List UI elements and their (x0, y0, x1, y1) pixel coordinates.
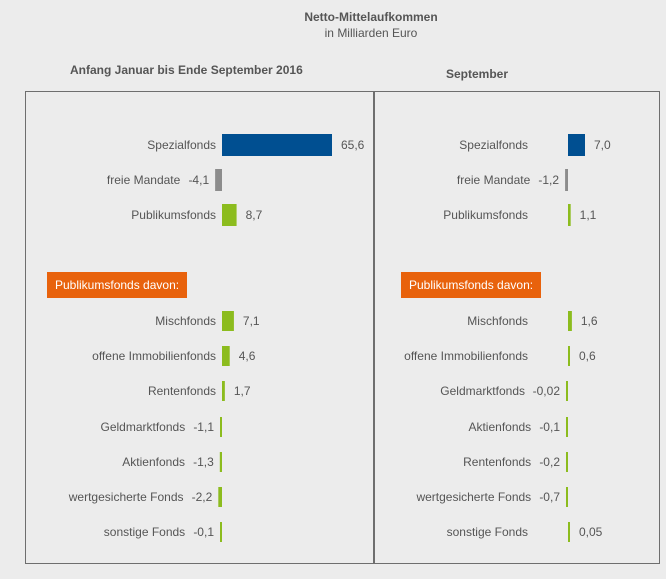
left-label-geldmarktfonds: Geldmarktfonds (100, 420, 185, 434)
right-panel-title: September (446, 67, 509, 81)
left-bar-rentenfonds (222, 381, 225, 401)
right-value-offene-immobilienfonds: 0,6 (579, 349, 596, 363)
left-value-geldmarktfonds: -1,1 (193, 420, 214, 434)
left-value-rentenfonds: 1,7 (234, 384, 251, 398)
right-bar-wertgesicherte-fonds (566, 487, 568, 507)
right-label-aktienfonds: Aktienfonds (468, 420, 531, 434)
left-publikumsfonds-badge: Publikumsfonds davon: (47, 272, 188, 298)
right-bar-freie-mandate (565, 169, 568, 191)
left-bar-wertgesicherte-fonds (218, 487, 222, 507)
left-label-mischfonds: Mischfonds (155, 314, 216, 328)
right-bar-spezialfonds (568, 134, 585, 156)
left-value-mischfonds: 7,1 (243, 314, 260, 328)
right-value-wertgesicherte-fonds: -0,7 (539, 490, 560, 504)
right-label-rentenfonds: Rentenfonds (463, 455, 531, 469)
right-label-sonstige-fonds: sonstige Fonds (447, 525, 528, 539)
right-bar-publikumsfonds (568, 204, 571, 226)
left-bar-mischfonds (222, 311, 234, 331)
right-value-mischfonds: 1,6 (581, 314, 598, 328)
left-label-offene-immobilienfonds: offene Immobilienfonds (92, 349, 216, 363)
right-bar-aktienfonds (566, 417, 568, 437)
right-value-sonstige-fonds: 0,05 (579, 525, 603, 539)
left-chart-panel (25, 91, 375, 564)
left-label-publikumsfonds: Publikumsfonds (131, 208, 216, 222)
right-value-rentenfonds: -0,2 (539, 455, 560, 469)
right-value-spezialfonds: 7,0 (594, 138, 611, 152)
left-bar-offene-immobilienfonds (222, 346, 230, 366)
left-bar-freie-mandate (215, 169, 222, 191)
right-value-aktienfonds: -0,1 (539, 420, 560, 434)
left-value-publikumsfonds: 8,7 (246, 208, 263, 222)
right-bar-rentenfonds (566, 452, 568, 472)
left-value-spezialfonds: 65,6 (341, 138, 365, 152)
left-label-sonstige-fonds: sonstige Fonds (104, 525, 185, 539)
right-publikumsfonds-badge: Publikumsfonds davon: (401, 272, 542, 298)
right-label-offene-immobilienfonds: offene Immobilienfonds (404, 349, 528, 363)
left-bar-spezialfonds (222, 134, 332, 156)
left-panel-title: Anfang Januar bis Ende September 2016 (70, 63, 303, 77)
right-value-freie-mandate: -1,2 (538, 173, 559, 187)
left-bar-aktienfonds (219, 452, 222, 472)
right-label-spezialfonds: Spezialfonds (459, 138, 528, 152)
left-label-wertgesicherte-fonds: wertgesicherte Fonds (68, 490, 184, 504)
right-label-publikumsfonds: Publikumsfonds (443, 208, 528, 222)
right-label-mischfonds: Mischfonds (467, 314, 528, 328)
right-value-geldmarktfonds: -0,02 (533, 384, 561, 398)
left-value-offene-immobilienfonds: 4,6 (239, 349, 256, 363)
left-bar-geldmarktfonds (220, 417, 222, 437)
right-label-freie-mandate: freie Mandate (457, 173, 531, 187)
right-value-publikumsfonds: 1,1 (580, 208, 597, 222)
left-bar-sonstige-fonds (220, 522, 222, 542)
left-value-freie-mandate: -4,1 (188, 173, 209, 187)
left-value-aktienfonds: -1,3 (193, 455, 214, 469)
left-label-spezialfonds: Spezialfonds (147, 138, 216, 152)
left-label-rentenfonds: Rentenfonds (148, 384, 216, 398)
chart-subtitle: in Milliarden Euro (324, 26, 418, 40)
right-chart-panel (373, 91, 660, 564)
right-bar-mischfonds (568, 311, 572, 331)
right-bar-sonstige-fonds (568, 522, 570, 542)
right-label-geldmarktfonds: Geldmarktfonds (440, 384, 525, 398)
left-bar-publikumsfonds (222, 204, 237, 226)
right-bar-offene-immobilienfonds (568, 346, 570, 366)
left-label-aktienfonds: Aktienfonds (122, 455, 185, 469)
right-label-wertgesicherte-fonds: wertgesicherte Fonds (415, 490, 531, 504)
right-bar-geldmarktfonds (566, 381, 568, 401)
chart-title: Netto-Mittelaufkommen (304, 10, 438, 24)
left-label-freie-mandate: freie Mandate (107, 173, 181, 187)
left-value-wertgesicherte-fonds: -2,2 (192, 490, 213, 504)
left-value-sonstige-fonds: -0,1 (193, 525, 214, 539)
